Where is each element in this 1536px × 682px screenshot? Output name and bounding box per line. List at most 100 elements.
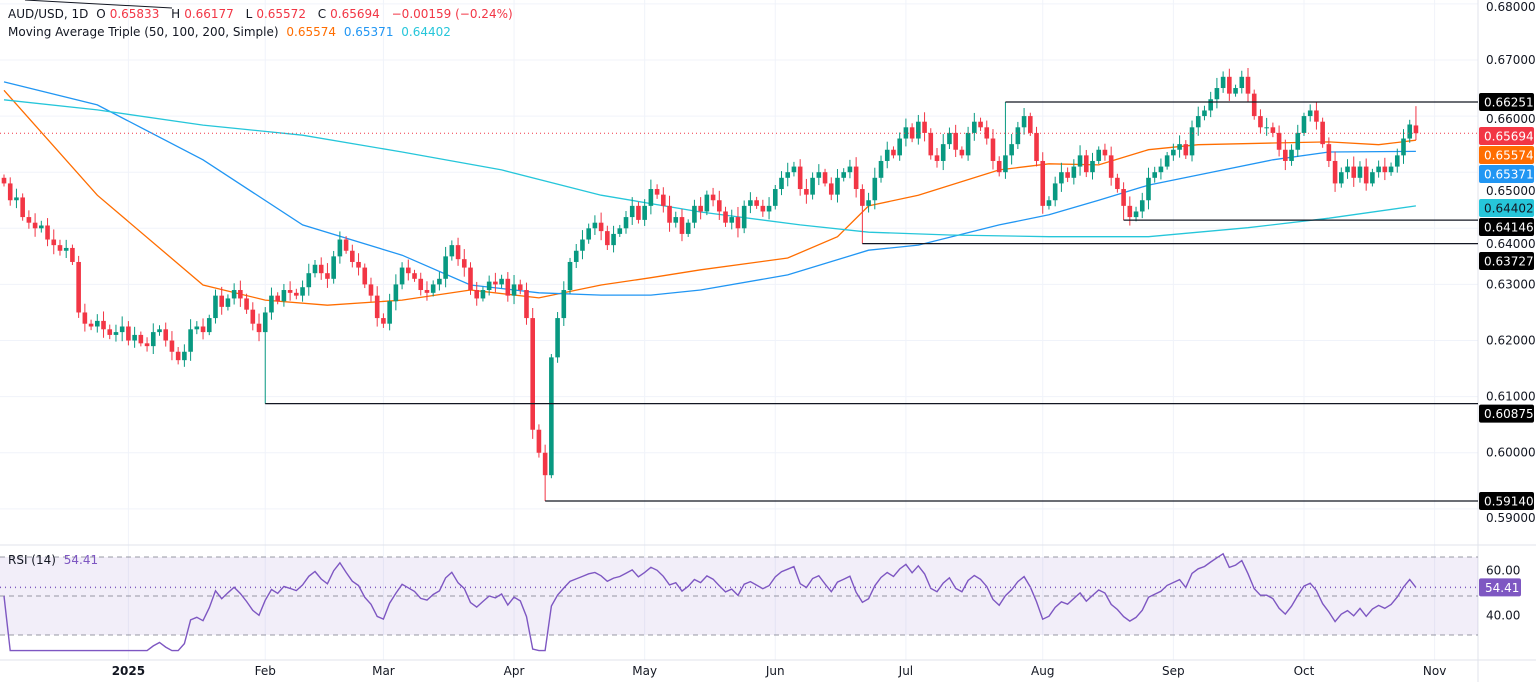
candle-body — [679, 217, 685, 234]
price-axis-tick: 0.64000 — [1486, 237, 1536, 251]
candle-body — [996, 160, 1002, 173]
candle-body — [337, 239, 343, 257]
time-axis-label: Jul — [898, 664, 913, 678]
candle — [430, 280, 436, 297]
time-axis-label: Sep — [1162, 664, 1185, 678]
candle — [661, 187, 666, 213]
candle-body — [213, 295, 218, 319]
candle-body — [828, 183, 834, 195]
candle-body — [188, 329, 193, 352]
candle — [1301, 112, 1307, 136]
candle — [903, 118, 909, 147]
ma100-value: 0.65371 — [343, 25, 394, 39]
candle-body — [51, 239, 57, 246]
candle-body — [449, 245, 455, 257]
candle-body — [1108, 155, 1114, 178]
time-axis-label: Oct — [1294, 664, 1315, 678]
candle — [1401, 129, 1406, 164]
candle-body — [922, 121, 927, 133]
candle-body — [549, 357, 554, 476]
candle-body — [853, 166, 859, 190]
candle — [710, 187, 716, 207]
candle — [474, 281, 480, 306]
candle — [337, 231, 343, 264]
candle — [312, 260, 318, 278]
candle-body — [797, 166, 803, 190]
level-price-label: 0.60875 — [1484, 407, 1534, 421]
candle — [374, 286, 380, 327]
candle-body — [505, 278, 511, 296]
candle-body — [816, 172, 822, 178]
candle-body — [238, 290, 243, 299]
candle-body — [374, 295, 380, 319]
candle-body — [461, 259, 467, 268]
time-axis-label: May — [632, 664, 657, 678]
candle-body — [1270, 127, 1276, 133]
level-price-label: 0.66251 — [1484, 96, 1534, 110]
candle — [486, 275, 492, 296]
candle-body — [1239, 76, 1245, 89]
candle — [511, 274, 517, 305]
candle — [1289, 144, 1294, 166]
candle-body — [916, 121, 921, 139]
candle-body — [772, 189, 778, 206]
candle — [1220, 71, 1226, 93]
ma200-price-label: 0.64402 — [1484, 202, 1534, 216]
price-axis-tick: 0.65000 — [1486, 184, 1536, 198]
candle — [350, 244, 355, 268]
level-price-label-bg — [1479, 491, 1534, 510]
candle — [953, 124, 958, 158]
candle — [1152, 166, 1157, 183]
candle — [1251, 89, 1257, 120]
candle-body — [1127, 205, 1133, 218]
candle — [1407, 119, 1413, 143]
candle — [1115, 173, 1120, 193]
candle-body — [934, 155, 940, 161]
candle — [480, 286, 486, 302]
candle — [306, 263, 312, 296]
candle — [194, 321, 200, 335]
candle — [45, 218, 50, 247]
candle — [642, 199, 647, 226]
candle — [294, 288, 299, 300]
candle-body — [872, 177, 878, 201]
candle — [748, 192, 753, 214]
candle-body — [542, 452, 548, 476]
candle — [779, 171, 784, 196]
candle — [1413, 106, 1419, 141]
candle — [1121, 182, 1126, 221]
candle — [1351, 156, 1357, 187]
ma100-line — [3, 81, 1416, 296]
level-price-label-bg — [1479, 93, 1534, 111]
rsi-legend[interactable]: RSI (14) 54.41 — [8, 553, 102, 567]
candle — [853, 157, 859, 198]
candle — [1245, 68, 1251, 102]
candle-body — [1133, 211, 1139, 218]
candle — [219, 286, 224, 315]
candle — [1276, 125, 1282, 157]
level-price-label: 0.63727 — [1484, 255, 1534, 269]
candle-body — [1065, 172, 1070, 178]
open-label: O — [96, 7, 106, 21]
candle-body — [1295, 132, 1301, 150]
candle — [1345, 159, 1350, 179]
candle-body — [480, 290, 486, 299]
candle-body — [884, 149, 890, 161]
candle — [972, 112, 977, 141]
candle — [269, 287, 274, 320]
price-axis-tick: 0.67000 — [1486, 53, 1536, 67]
ma50-price-label-bg — [1479, 146, 1534, 164]
high-value: 0.66177 — [184, 7, 234, 21]
candle — [157, 325, 162, 336]
ma-legend[interactable]: Moving Average Triple (50, 100, 200, Sim… — [8, 25, 455, 39]
candle-body — [368, 284, 374, 296]
candle — [1339, 167, 1344, 188]
candle — [406, 259, 411, 281]
candle — [231, 283, 237, 305]
candle-body — [891, 149, 896, 156]
candle-body — [1357, 166, 1363, 178]
candle — [1357, 161, 1363, 183]
candle — [561, 281, 567, 326]
candle-body — [754, 200, 759, 206]
